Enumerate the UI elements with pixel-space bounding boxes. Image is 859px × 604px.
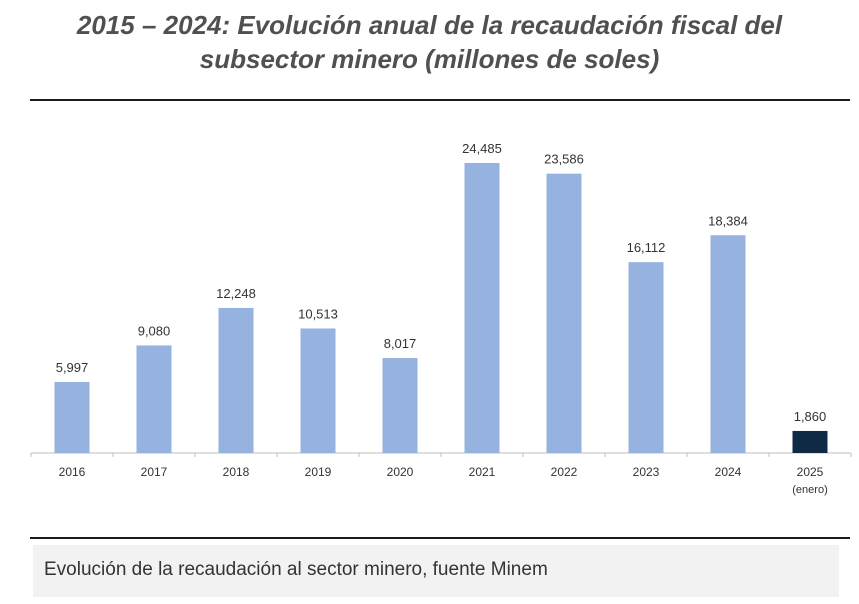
- tick-label-2016: 2016: [59, 465, 86, 479]
- data-label-2022: 23,586: [544, 152, 584, 167]
- bar-2016: [54, 381, 90, 453]
- data-label-2019: 10,513: [298, 306, 338, 321]
- bar-2023: [628, 262, 664, 453]
- bar-2018: [218, 307, 254, 453]
- bar-2025: [792, 430, 828, 453]
- data-label-2024: 18,384: [708, 213, 748, 228]
- bar-2017: [136, 345, 172, 453]
- tick-label-2020: 2020: [387, 465, 414, 479]
- caption-box: [33, 545, 839, 597]
- tick-label-2024: 2024: [715, 465, 742, 479]
- tick-label-2018: 2018: [223, 465, 250, 479]
- data-label-2016: 5,997: [56, 360, 89, 375]
- chart-title-line1: 2015 – 2024: Evolución anual de la recau…: [76, 10, 783, 40]
- tick-sublabel-2025: (enero): [792, 484, 827, 496]
- bar-2022: [546, 173, 582, 453]
- figure-caption: Evolución de la recaudación al sector mi…: [44, 559, 548, 580]
- chart-title: 2015 – 2024: Evolución anual de la recau…: [0, 8, 859, 76]
- chart-title-line2: subsector minero (millones de soles): [199, 44, 660, 74]
- tick-label-2022: 2022: [551, 465, 578, 479]
- bar-2021: [464, 163, 500, 453]
- data-label-2018: 12,248: [216, 286, 256, 301]
- data-label-2021: 24,485: [462, 141, 502, 156]
- data-label-2025: 1,860: [794, 409, 827, 424]
- tick-label-2019: 2019: [305, 465, 332, 479]
- bar-2024: [710, 235, 746, 453]
- data-label-2017: 9,080: [138, 323, 171, 338]
- chart-bottom-divider: [30, 537, 850, 539]
- tick-label-2017: 2017: [141, 465, 168, 479]
- tick-label-2023: 2023: [633, 465, 660, 479]
- title-divider: [30, 99, 850, 101]
- bar-2020: [382, 358, 418, 453]
- data-label-2023: 16,112: [627, 240, 666, 255]
- data-label-2020: 8,017: [384, 336, 417, 351]
- tick-label-2025: 2025: [797, 465, 824, 479]
- tick-label-2021: 2021: [469, 465, 496, 479]
- bar-2019: [300, 328, 336, 453]
